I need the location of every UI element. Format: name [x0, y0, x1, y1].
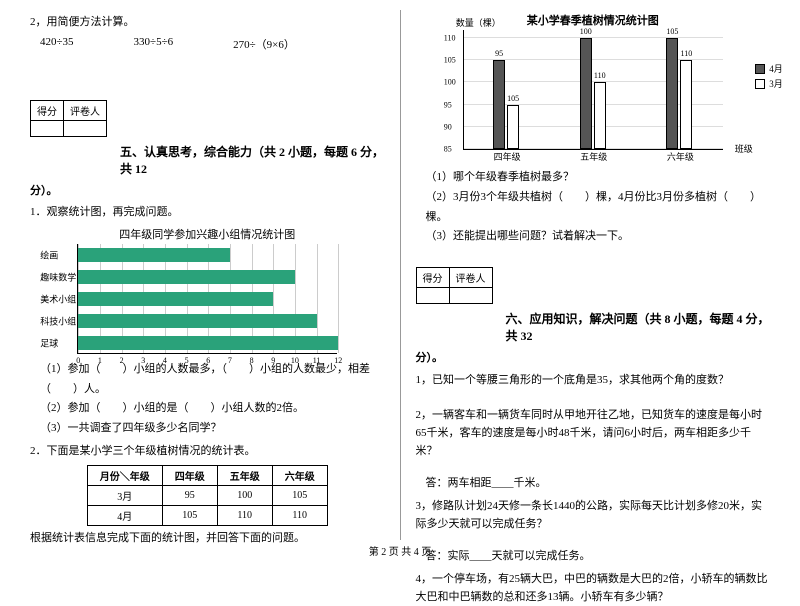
- right-q3: （3）还能提出哪些问题？试着解决一下。: [416, 227, 771, 247]
- q5-1-s1: （1）参加（ ）小组的人数最多，（ ）小组的人数最少，相差（ ）人。: [30, 360, 385, 400]
- score-label: 得分: [416, 268, 449, 288]
- grader-label: 评卷人: [449, 268, 492, 288]
- expr-1: 420÷35: [40, 36, 74, 52]
- vbar-2-1: [680, 60, 692, 149]
- section-5-title: 五、认真思考，综合能力（共 2 小题，每题 6 分，共 12: [30, 143, 385, 177]
- q6-3: 3，修路队计划24天修一条长1440的公路，实际每天比计划多修20米，实际多少天…: [416, 498, 771, 533]
- data-table: 月份＼年级四年级五年级六年级3月951001054月105110110: [87, 465, 328, 526]
- vbar-0-0: [493, 60, 505, 149]
- score-box-left: 得分评卷人: [30, 100, 107, 137]
- score-label: 得分: [31, 100, 64, 120]
- q5-2-after: 根据统计表信息完成下面的统计图，并回答下面的问题。: [30, 530, 385, 548]
- hbar-2: [78, 292, 273, 306]
- section-6-title: 六、应用知识，解决问题（共 8 小题，每题 4 分，共 32: [416, 310, 771, 344]
- vbar-1-1: [594, 82, 606, 149]
- x-axis-label: 班级: [735, 142, 753, 155]
- expr-3: 270÷（9×6）: [233, 36, 295, 52]
- chart-legend: 4月3月: [755, 60, 783, 92]
- vbar-1-0: [580, 38, 592, 149]
- q6-4: 4，一个停车场，有25辆大巴，中巴的辆数是大巴的2倍，小轿车的辆数比大巴和中巴辆…: [416, 571, 771, 606]
- expr-2: 330÷5÷6: [134, 36, 174, 52]
- hbar-0: [78, 248, 230, 262]
- q5-2-prompt: 2．下面是某小学三个年级植树情况的统计表。: [30, 443, 385, 461]
- section-6-tail: 分）。: [416, 350, 771, 368]
- vbar-0-1: [507, 105, 519, 149]
- vbar-2-0: [666, 38, 678, 149]
- right-q2: （2）3月份3个年级共植树（ ）棵，4月份比3月份多植树（ ）棵。: [416, 188, 771, 228]
- vbar-chart: 数量（棵） 班级 85909510010511095105四年级100110五年…: [463, 30, 723, 150]
- right-column: 某小学春季植树情况统计图 数量（棵） 班级 859095100105110951…: [406, 10, 781, 540]
- y-axis-label: 数量（棵）: [456, 16, 501, 29]
- q5-1-s3: （3）一共调查了四年级多少名同学？: [30, 419, 385, 439]
- q6-3-ans: 答：实际____天就可以完成任务。: [416, 547, 771, 567]
- q6-2-ans: 答：两车相距____千米。: [416, 474, 771, 494]
- hbar-chart: 0123456789101112绘画趣味数学美术小组科技小组足球: [77, 244, 337, 354]
- hbar-3: [78, 314, 316, 328]
- q5-1-prompt: 1．观察统计图，再完成问题。: [30, 204, 385, 222]
- hbar-4: [78, 336, 338, 350]
- hbar-1: [78, 270, 295, 284]
- q6-1: 1，已知一个等腰三角形的一个底角是35，求其他两个角的度数？: [416, 372, 771, 390]
- hbar-chart-title: 四年级同学参加兴趣小组情况统计图: [30, 226, 385, 242]
- column-divider: [400, 10, 401, 540]
- calc-expressions: 420÷35 330÷5÷6 270÷（9×6）: [30, 36, 385, 52]
- score-box-right: 得分评卷人: [416, 267, 493, 304]
- calc-prompt: 2，用简便方法计算。: [30, 14, 385, 32]
- grader-label: 评卷人: [64, 100, 107, 120]
- right-q1: （1）哪个年级春季植树最多？: [416, 168, 771, 188]
- section-5-tail: 分）。: [30, 183, 385, 201]
- q5-1-s2: （2）参加（ ）小组的是（ ）小组人数的2倍。: [30, 399, 385, 419]
- left-column: 2，用简便方法计算。 420÷35 330÷5÷6 270÷（9×6） 得分评卷…: [20, 10, 395, 540]
- q6-2: 2，一辆客车和一辆货车同时从甲地开往乙地，已知货车的速度是每小时65千米，客车的…: [416, 407, 771, 460]
